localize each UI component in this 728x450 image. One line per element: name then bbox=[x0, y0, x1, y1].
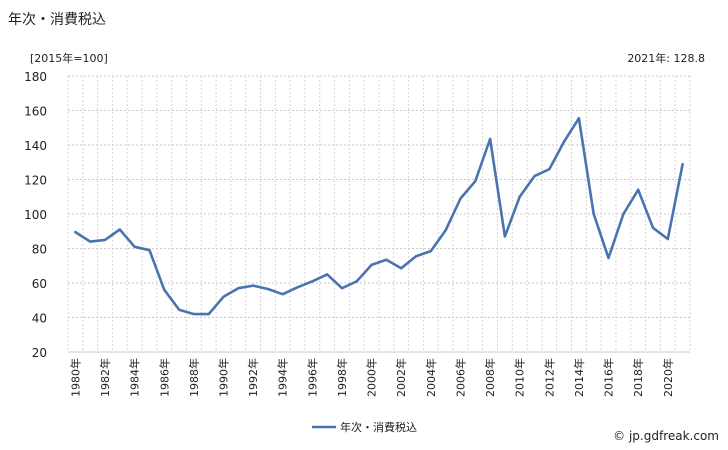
data-point bbox=[488, 137, 492, 141]
legend-label: 年次・消費税込 bbox=[340, 420, 417, 434]
x-tick-label: 1990年 bbox=[217, 358, 231, 397]
y-tick-label: 40 bbox=[32, 312, 47, 326]
x-tick-label: 2012年 bbox=[542, 358, 556, 397]
y-unit-label: [2015年=100] bbox=[30, 52, 108, 65]
data-point bbox=[237, 286, 240, 290]
x-tick-label: 1986年 bbox=[157, 358, 171, 397]
data-point bbox=[636, 188, 640, 192]
data-point bbox=[429, 249, 433, 253]
data-point bbox=[89, 240, 92, 243]
x-tick-label: 1980年 bbox=[68, 358, 82, 397]
data-point bbox=[222, 295, 225, 298]
x-tick-label: 2002年 bbox=[394, 358, 408, 397]
y-tick-label: 60 bbox=[32, 277, 47, 291]
data-point bbox=[681, 163, 684, 166]
x-tick-label: 1992年 bbox=[246, 358, 260, 397]
series-line bbox=[74, 117, 684, 316]
data-point bbox=[192, 312, 196, 316]
data-point bbox=[103, 238, 107, 242]
x-tick-label: 1984年 bbox=[128, 358, 142, 397]
x-tick-label: 2018年 bbox=[631, 358, 645, 397]
data-point bbox=[592, 212, 595, 216]
y-tick-label: 100 bbox=[24, 208, 47, 222]
data-point bbox=[177, 308, 181, 311]
data-point bbox=[562, 140, 566, 143]
x-tick-label: 2004年 bbox=[424, 358, 438, 397]
data-point bbox=[251, 284, 255, 287]
y-tick-label: 20 bbox=[32, 346, 47, 360]
x-tick-label: 1996年 bbox=[305, 358, 319, 397]
data-point bbox=[518, 195, 521, 198]
data-point bbox=[118, 228, 122, 231]
data-point bbox=[148, 249, 151, 252]
x-tick-label: 2008年 bbox=[483, 358, 497, 397]
data-point bbox=[340, 286, 344, 290]
data-point bbox=[311, 280, 314, 283]
legend: 年次・消費税込 bbox=[312, 420, 417, 434]
x-tick-label: 1994年 bbox=[276, 358, 290, 397]
x-tick-label: 2006年 bbox=[453, 358, 467, 397]
x-tick-label: 1988年 bbox=[187, 358, 201, 397]
latest-value-label: 2021年: 128.8 bbox=[627, 52, 705, 65]
x-tick-label: 2014年 bbox=[572, 358, 586, 397]
data-point bbox=[459, 197, 462, 200]
series-layer bbox=[74, 117, 684, 316]
x-tick-label: 2010年 bbox=[513, 358, 527, 397]
data-point bbox=[474, 180, 477, 183]
data-point bbox=[651, 226, 655, 229]
data-point bbox=[622, 212, 625, 216]
chart-title: 年次・消費税込 bbox=[8, 12, 106, 28]
data-point bbox=[444, 229, 447, 232]
x-tick-label: 2016年 bbox=[602, 358, 616, 397]
data-point bbox=[296, 286, 299, 289]
y-tick-label: 80 bbox=[32, 243, 47, 257]
data-point bbox=[666, 237, 669, 241]
x-tick-label: 2000年 bbox=[365, 358, 379, 397]
data-point bbox=[355, 280, 358, 283]
y-tick-label: 180 bbox=[24, 70, 47, 84]
data-point bbox=[503, 235, 507, 238]
data-point bbox=[266, 287, 270, 291]
data-point bbox=[325, 273, 329, 276]
y-tick-label: 160 bbox=[24, 105, 47, 119]
data-point bbox=[163, 288, 166, 292]
x-axis-ticks: 1980年 1982年 1984年 1986年 1988年 1990年 1992年 1994年… bbox=[68, 358, 674, 397]
y-tick-label: 140 bbox=[24, 139, 47, 153]
data-point bbox=[577, 117, 581, 120]
data-point bbox=[133, 245, 136, 248]
x-tick-label: 1998年 bbox=[335, 358, 349, 397]
data-point bbox=[207, 312, 210, 316]
x-tick-label: 2020年 bbox=[661, 358, 675, 397]
data-point bbox=[400, 267, 403, 270]
y-axis-ticks: 20 40 60 80 100 120 140 160 180 bbox=[24, 70, 47, 360]
data-point bbox=[74, 230, 77, 234]
gridlines bbox=[67, 75, 691, 353]
data-point bbox=[607, 256, 610, 260]
data-point bbox=[414, 255, 418, 258]
data-point bbox=[281, 293, 284, 296]
data-point bbox=[533, 174, 536, 178]
credit-text: © jp.gdfreak.com bbox=[613, 429, 719, 443]
data-point bbox=[370, 263, 373, 267]
data-point bbox=[385, 258, 388, 261]
data-point bbox=[548, 167, 551, 171]
y-tick-label: 120 bbox=[24, 174, 47, 188]
x-tick-label: 1982年 bbox=[98, 358, 112, 397]
